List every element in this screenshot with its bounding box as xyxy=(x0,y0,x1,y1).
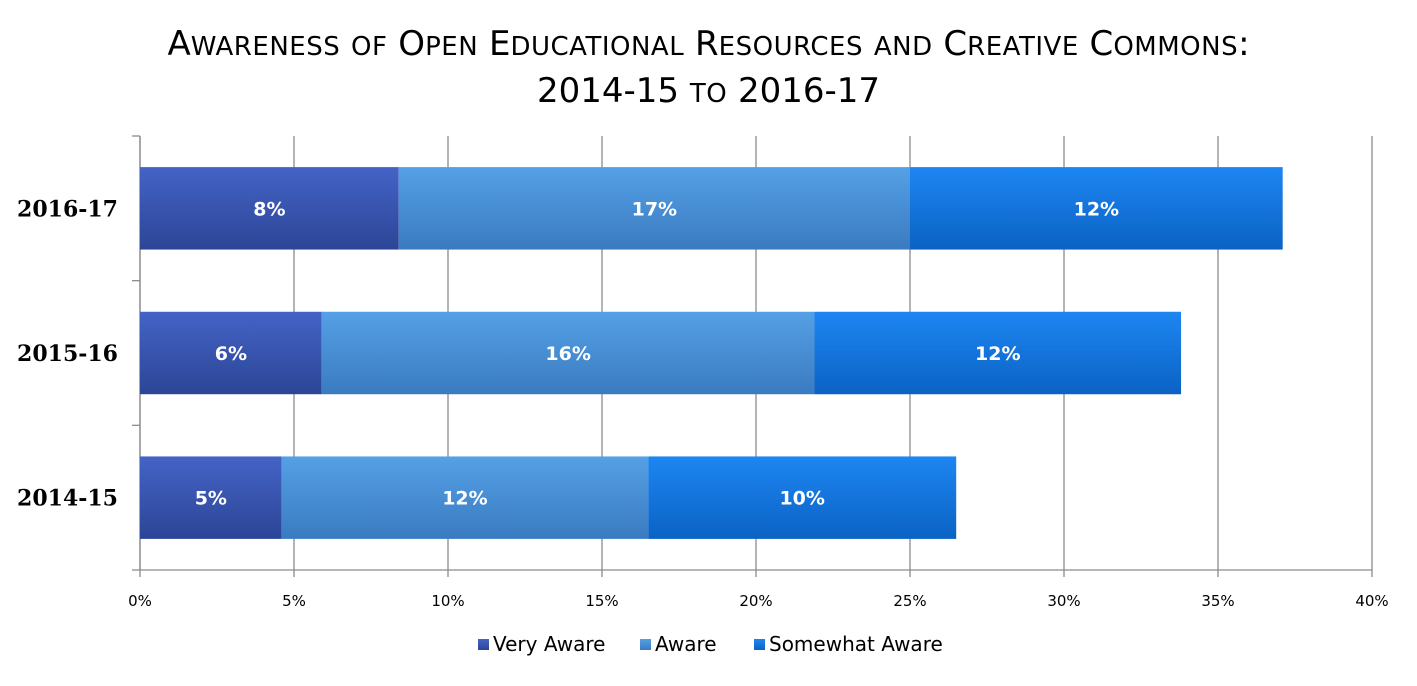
legend-swatch-very-aware xyxy=(478,639,489,650)
data-label-2014-15-somewhat-aware: 10% xyxy=(779,488,824,510)
bar-2016-17-very-aware xyxy=(140,167,399,250)
category-label-2014-15: 2014-15 xyxy=(17,486,118,512)
x-tick-label-15: 15% xyxy=(585,592,618,610)
legend-label-aware: Aware xyxy=(655,632,717,656)
category-labels: 2016-17 2015-16 2014-15 xyxy=(17,196,118,511)
chart-title-line1: AWARENESS OF OPEN EDUCATIONAL RESOURCES … xyxy=(167,24,1250,64)
chart-subtitle: 2014-15 TO 2016-17 xyxy=(536,71,881,111)
data-label-2016-17-somewhat-aware: 12% xyxy=(1074,198,1119,220)
category-label-2016-17: 2016-17 xyxy=(17,196,118,222)
data-label-2015-16-aware: 16% xyxy=(545,343,590,365)
data-label-2016-17-very-aware: 8% xyxy=(253,198,285,220)
data-label-2015-16-very-aware: 6% xyxy=(215,343,247,365)
data-label-2014-15-aware: 12% xyxy=(442,488,487,510)
bar-2015-16-somewhat-aware xyxy=(814,311,1182,395)
bar-2015-16-aware xyxy=(321,311,815,395)
bar-2015-16-very-aware xyxy=(140,311,322,395)
data-label-2014-15-very-aware: 5% xyxy=(195,488,227,510)
chart-title: AWARENESS OF OPEN EDUCATIONAL RESOURCES … xyxy=(0,22,1417,116)
x-tick-label-20: 20% xyxy=(739,592,772,610)
bar-2016-17-somewhat-aware xyxy=(910,167,1283,250)
data-label-2015-16-somewhat-aware: 12% xyxy=(975,343,1020,365)
legend-label-very-aware: Very Aware xyxy=(493,632,605,656)
x-tick-labels: 0% 5% 10% 15% 20% 25% 30% 35% 40% xyxy=(128,592,1389,610)
x-tick-label-25: 25% xyxy=(893,592,926,610)
x-tick-label-10: 10% xyxy=(431,592,464,610)
x-tick-label-30: 30% xyxy=(1047,592,1080,610)
bars: 8% 17% 12% 6% 16% 12% 5% 12% 10% xyxy=(140,167,1283,539)
category-label-2015-16: 2015-16 xyxy=(17,341,118,367)
x-tick-label-0: 0% xyxy=(128,592,152,610)
legend-swatch-aware xyxy=(640,639,651,650)
bar-2014-15-aware xyxy=(281,456,649,539)
x-tick-label-40: 40% xyxy=(1355,592,1388,610)
bar-2014-15-somewhat-aware xyxy=(648,456,957,539)
bar-2016-17-aware xyxy=(398,167,910,250)
legend-label-somewhat-aware: Somewhat Aware xyxy=(769,632,943,656)
legend: Very Aware Aware Somewhat Aware xyxy=(478,632,943,656)
x-tick-label-35: 35% xyxy=(1201,592,1234,610)
data-label-2016-17-aware: 17% xyxy=(632,198,677,220)
legend-swatch-somewhat-aware xyxy=(754,639,765,650)
bar-2014-15-very-aware xyxy=(140,456,282,539)
x-tick-label-5: 5% xyxy=(282,592,306,610)
